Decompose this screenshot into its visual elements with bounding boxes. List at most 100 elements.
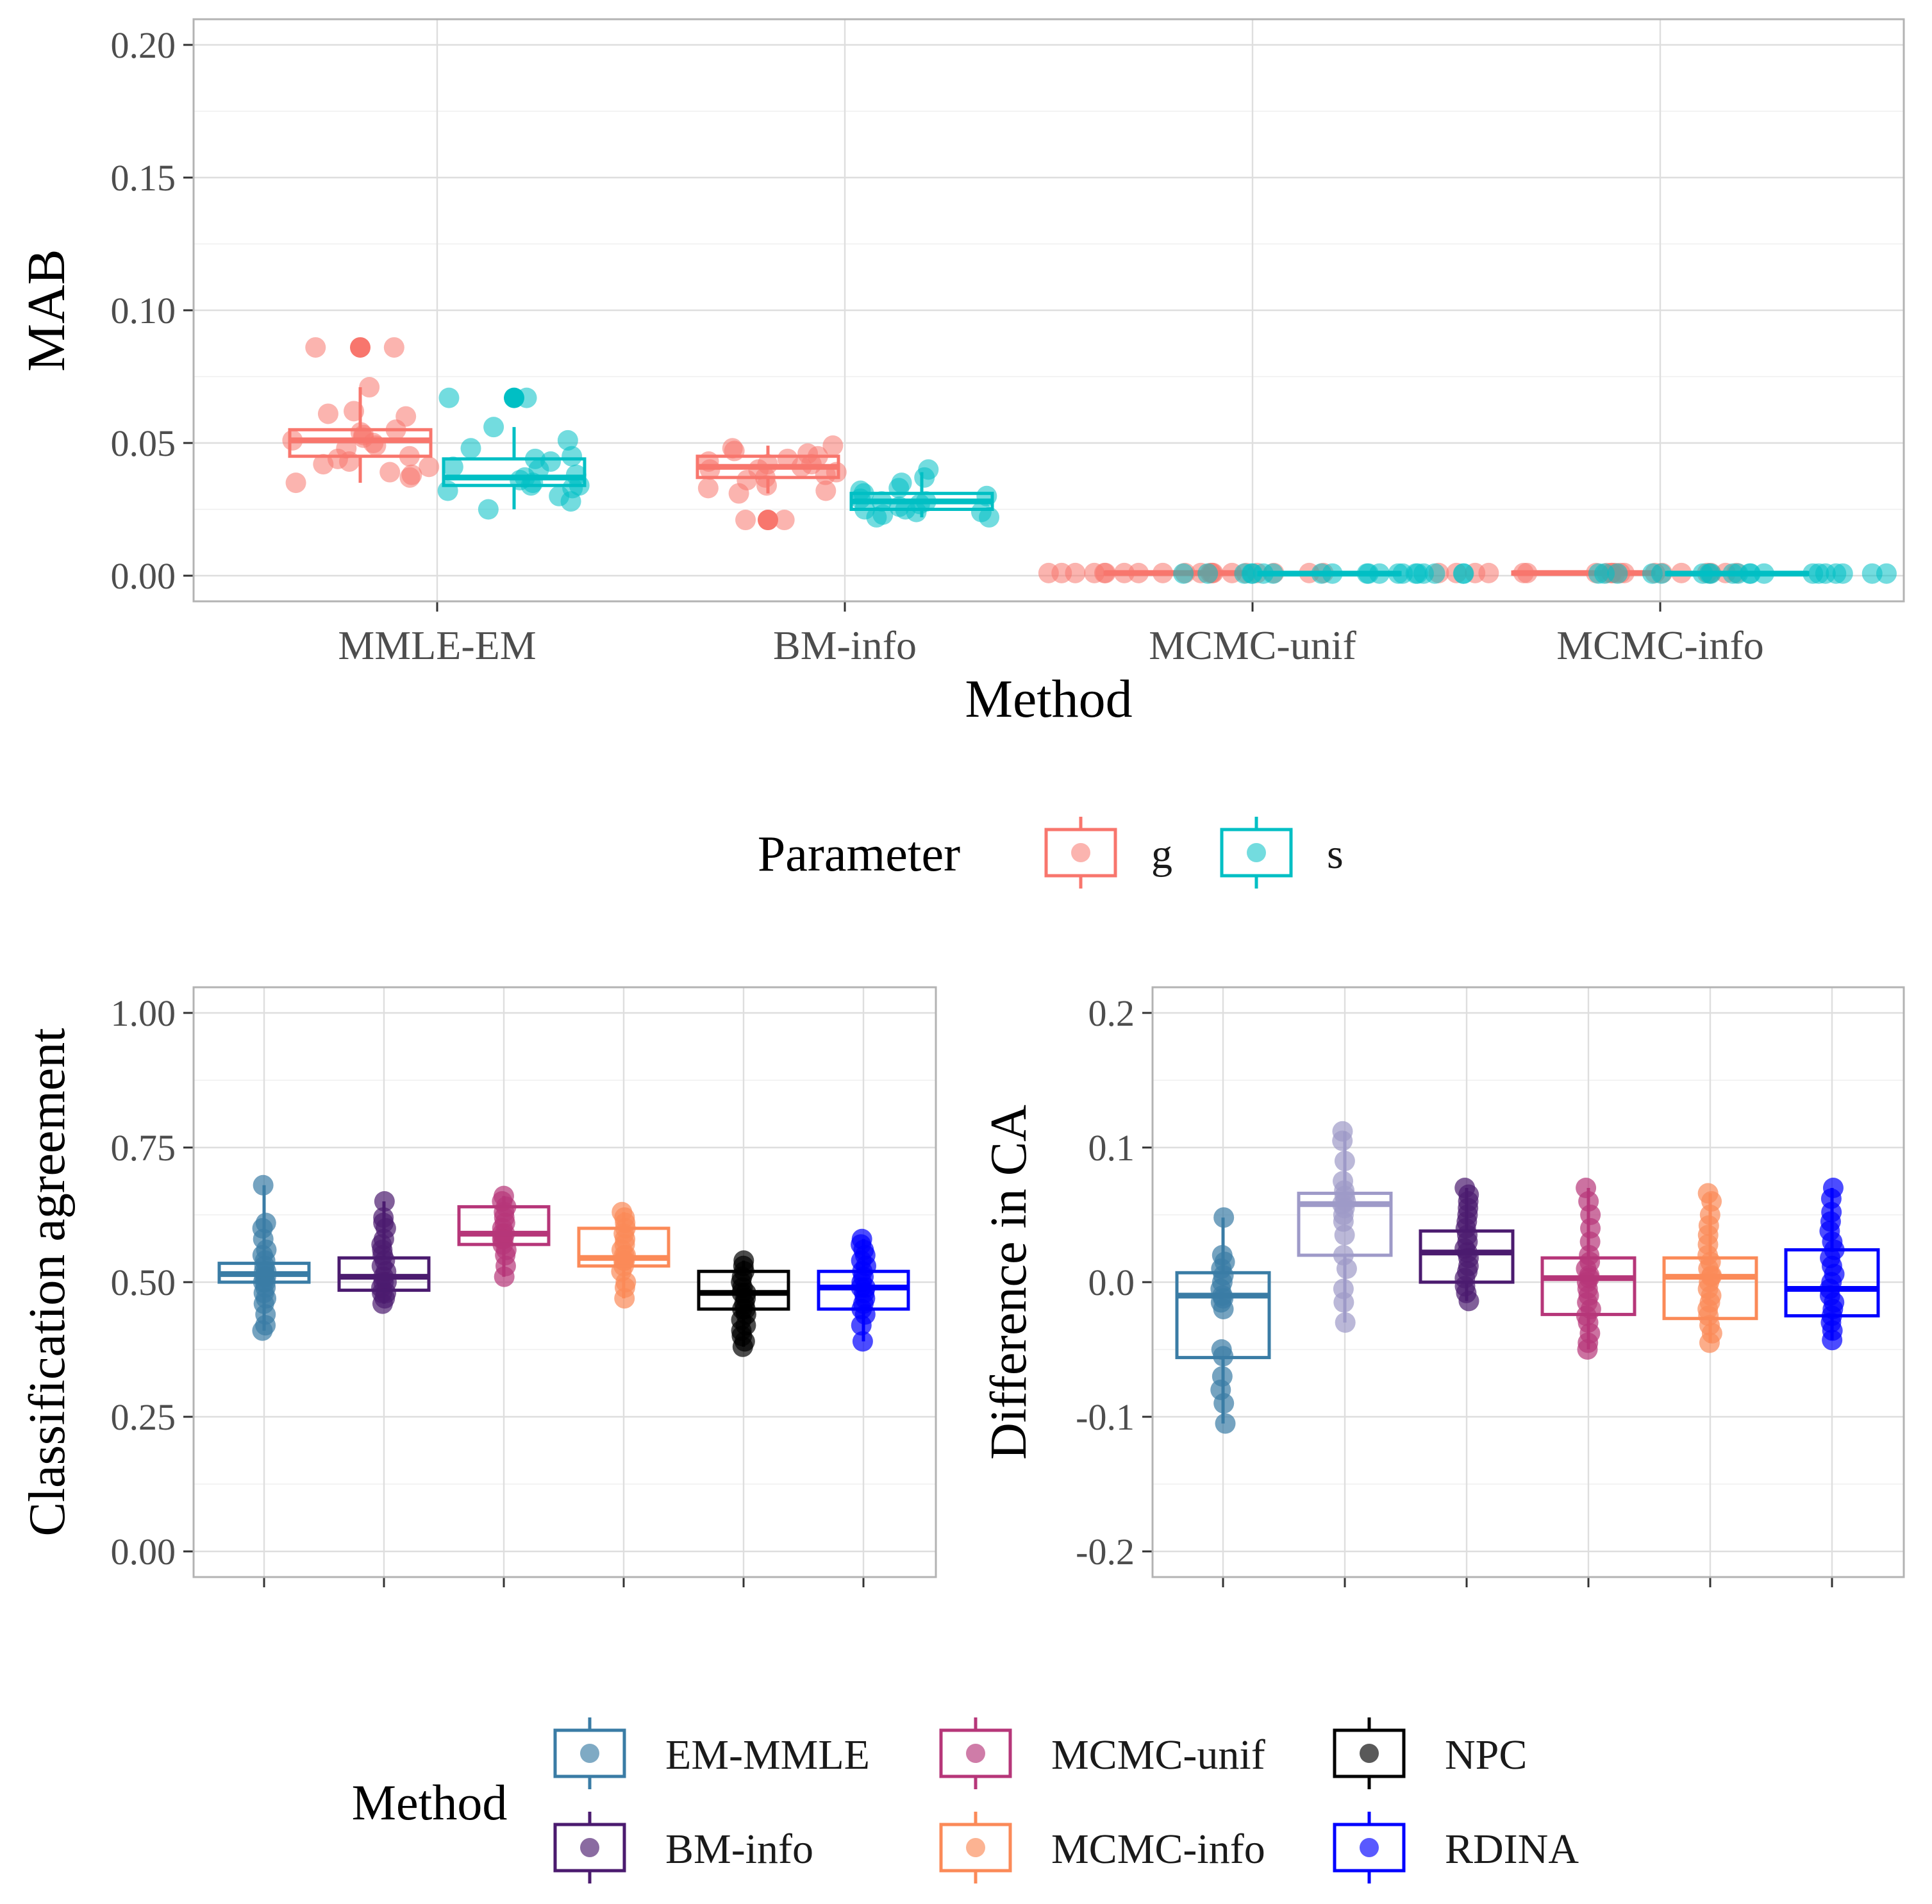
data-point [338, 451, 360, 472]
data-point [460, 438, 481, 459]
legend-key-point [966, 1838, 985, 1857]
box-iqr [1297, 1191, 1393, 1257]
data-point [483, 417, 504, 438]
box-iqr [1419, 1229, 1515, 1284]
data-point [914, 467, 935, 488]
y-axis-title: MAB [17, 249, 76, 371]
y-tick-label: 0.25 [111, 1396, 176, 1438]
data-point [979, 506, 1000, 528]
data-point [774, 510, 795, 531]
x-axis-title: Method [965, 669, 1132, 729]
data-point [728, 483, 749, 504]
y-tick-label: 0.10 [111, 290, 176, 331]
y-tick-label: 0.05 [111, 422, 176, 464]
data-point [1478, 562, 1499, 583]
classification-agreement-panel: 0.00 0.25 0.50 0.75 1.00 Classification agree… [19, 986, 937, 1587]
data-point [557, 430, 578, 451]
data-point [1173, 563, 1194, 584]
y-tick-label: 0.1 [1088, 1127, 1135, 1169]
data-point [1197, 563, 1219, 584]
panel-border [192, 18, 1905, 603]
y-tick-label: 0.00 [111, 555, 176, 597]
data-point [442, 456, 463, 478]
legend-key-point [1247, 843, 1266, 862]
data-point [359, 377, 380, 398]
data-point [1861, 563, 1883, 584]
data-point [1241, 563, 1262, 584]
y-axis-title: Classification agreement [19, 1028, 76, 1536]
legend-key-point [1360, 1838, 1379, 1857]
data-point [419, 456, 440, 478]
x-tick-label: MCMC-unif [1149, 622, 1356, 668]
mab-panel: 0.00 0.05 0.10 0.15 0.20 MMLE-EM BM-info MCMC-u… [17, 18, 1905, 729]
difference-in-ca-panel: -0.2 -0.1 0.0 0.1 0.2 Difference in CA [981, 986, 1905, 1587]
legend-label: g [1151, 831, 1172, 878]
data-point [1405, 563, 1426, 584]
data-point [317, 403, 338, 424]
panel-border [192, 986, 937, 1578]
legend-label: BM-info [665, 1826, 813, 1873]
data-point [562, 446, 583, 467]
outlier-point [350, 337, 371, 358]
data-point [383, 337, 404, 358]
data-point [399, 467, 421, 488]
legend-key-point [580, 1744, 599, 1763]
data-point [313, 454, 334, 475]
legend-title: Parameter [758, 826, 960, 881]
x-tick-label: MCMC-info [1556, 622, 1764, 668]
method-legend: Method EM-MMLE BM-info MCMC-unif MCMC-info NP… [352, 1717, 1579, 1883]
y-tick-label: 0.00 [111, 1531, 176, 1573]
data-point [252, 1320, 273, 1341]
data-point [888, 478, 910, 499]
y-tick-label: 0.20 [111, 24, 176, 66]
outlier-point [504, 387, 524, 408]
box-iqr [442, 457, 587, 487]
y-tick-label: -0.2 [1076, 1531, 1135, 1573]
legend-label: s [1327, 831, 1344, 878]
data-point [1803, 563, 1824, 584]
data-point [1642, 563, 1663, 584]
data-point [1332, 1130, 1353, 1151]
data-point [815, 480, 837, 501]
data-point [372, 1293, 393, 1314]
data-point [1458, 1290, 1479, 1312]
data-point [697, 478, 719, 499]
legend-label: EM-MMLE [665, 1732, 870, 1778]
data-point [1213, 1299, 1234, 1319]
data-point [437, 480, 458, 501]
data-point [851, 1315, 872, 1336]
data-point [560, 491, 581, 512]
box-iqr [457, 1205, 551, 1246]
data-point [285, 472, 306, 494]
y-tick-label: -0.1 [1076, 1396, 1135, 1438]
y-tick-label: 0.0 [1088, 1262, 1135, 1303]
data-point [724, 440, 745, 462]
data-point [1832, 563, 1853, 584]
legend-label: MCMC-unif [1051, 1732, 1265, 1778]
data-point [438, 387, 460, 408]
box-iqr [1175, 1271, 1271, 1360]
panel-border [1151, 986, 1905, 1578]
box-iqr [1662, 1256, 1758, 1321]
y-tick-label: 0.50 [111, 1262, 176, 1303]
legend-label: MCMC-info [1051, 1826, 1265, 1873]
data-point [1876, 563, 1897, 584]
box-iqr [1784, 1248, 1880, 1317]
data-point [305, 337, 326, 358]
data-point [1453, 563, 1474, 584]
legend-key-point [1071, 843, 1090, 862]
y-axis-title: Difference in CA [981, 1105, 1037, 1460]
y-tick-label: 0.75 [111, 1127, 176, 1169]
data-point [822, 435, 844, 456]
legend-label: RDINA [1445, 1826, 1579, 1873]
outlier-point [758, 510, 778, 531]
data-point [1336, 1258, 1357, 1279]
data-point [1065, 562, 1086, 583]
y-tick-label: 1.00 [111, 992, 176, 1034]
y-tick-label: 0.15 [111, 157, 176, 199]
data-point [1215, 1413, 1236, 1434]
data-point [1588, 563, 1609, 584]
x-tick-label: MMLE-EM [338, 622, 536, 668]
data-point [1607, 563, 1628, 584]
